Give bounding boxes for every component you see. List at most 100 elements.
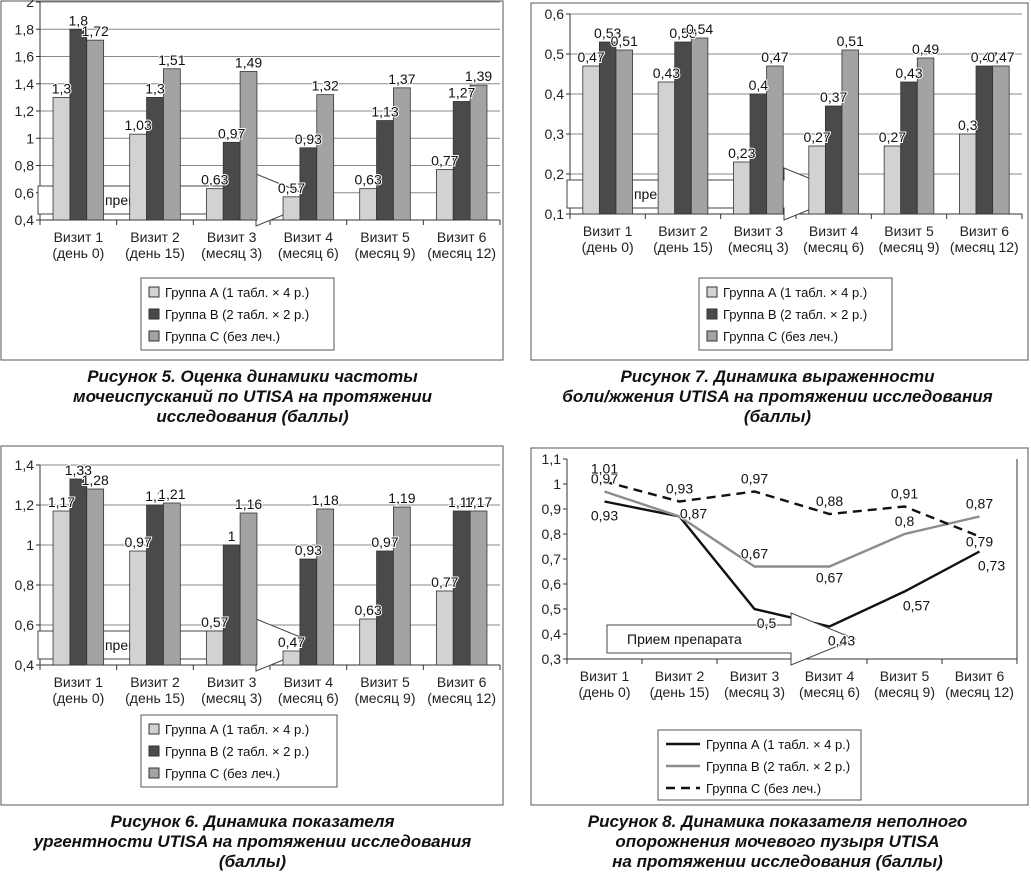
data-label: 0,47 [761, 49, 788, 65]
data-label: 0,77 [431, 574, 458, 590]
x-tick-label: Визит 6 [437, 229, 487, 245]
y-tick-label: 0,8 [15, 158, 35, 174]
data-label: 0,47 [987, 49, 1014, 65]
x-tick-sublabel: (день 15) [653, 239, 713, 255]
bar [975, 65, 994, 215]
legend-label: Группа В (2 табл. × 2 р.) [165, 307, 309, 322]
data-label: 1,13 [371, 104, 398, 120]
data-label: 1,49 [235, 54, 262, 70]
legend-swatch [706, 308, 718, 320]
x-tick-sublabel: (день 15) [650, 684, 710, 700]
data-label: 0,47 [971, 49, 998, 65]
bar [146, 96, 164, 221]
data-label: 0,93 [591, 508, 618, 524]
treatment-arrow: Прием препарата [606, 612, 857, 666]
bar [86, 488, 105, 666]
x-tick-label: Визит 1 [54, 229, 104, 245]
y-tick-label: 0,9 [542, 501, 562, 517]
x-tick-sublabel: (месяц 12) [950, 239, 1019, 255]
y-tick-label: 0,5 [545, 46, 565, 62]
caption-line: боли/жжения UTISA на протяжении исследов… [562, 387, 993, 406]
x-tick-sublabel: (месяц 9) [354, 690, 415, 706]
data-label: 1,17 [48, 494, 75, 510]
data-label: 1 [228, 528, 236, 544]
data-label: 0,57 [903, 598, 930, 614]
data-label: 1,3 [52, 80, 72, 96]
y-tick-label: 0,7 [542, 551, 562, 567]
legend-label: Группа А (1 табл. × 4 р.) [706, 737, 850, 752]
data-label: 0,57 [278, 180, 305, 196]
x-tick-label: Визит 6 [955, 668, 1005, 684]
figure-8-caption: Рисунок 8. Динамика показателя неполного… [525, 812, 1030, 872]
y-tick-label: 1,4 [15, 76, 35, 92]
y-tick-label: 0,3 [545, 126, 565, 142]
y-tick-label: 0,4 [542, 626, 562, 642]
x-tick-label: Визит 6 [960, 223, 1010, 239]
bar [163, 502, 181, 666]
x-tick-label: Визит 2 [658, 223, 708, 239]
bar [222, 544, 241, 666]
x-tick-label: Визит 1 [583, 223, 633, 239]
bar [841, 49, 859, 215]
y-tick-label: 1 [26, 537, 34, 553]
figure-7-caption: Рисунок 7. Динамика выраженности боли/жж… [525, 367, 1030, 427]
legend-label: Группа С (без леч.) [165, 766, 280, 781]
legend-label: Группа А (1 табл. × 4 р.) [723, 285, 867, 300]
data-label: 0,97 [591, 471, 618, 487]
bar [690, 37, 709, 215]
caption-line: на протяжении исследования (баллы) [612, 852, 943, 871]
y-tick-label: 0,3 [542, 651, 562, 667]
bar [376, 120, 394, 221]
x-tick-sublabel: (день 0) [52, 245, 104, 261]
legend-swatch [148, 723, 160, 735]
bar [615, 49, 633, 215]
x-tick-label: Визит 3 [207, 674, 257, 690]
bar [239, 512, 258, 666]
y-tick-label: 1 [26, 130, 34, 146]
data-label: 1,8 [69, 12, 89, 28]
bar [69, 28, 88, 221]
data-label: 0,63 [355, 602, 382, 618]
data-label: 0,93 [295, 542, 322, 558]
data-label: 1,33 [65, 462, 92, 478]
y-tick-label: 0,2 [545, 166, 565, 182]
data-label: 1,32 [312, 78, 339, 94]
data-label: 0,27 [803, 129, 830, 145]
bar [435, 169, 454, 221]
series-line [604, 480, 980, 538]
data-label: 0,97 [741, 471, 768, 487]
bar [359, 188, 377, 221]
y-tick-label: 0,8 [15, 577, 35, 593]
x-tick-sublabel: (день 15) [125, 690, 185, 706]
data-label: 0,77 [431, 153, 458, 169]
legend-label: Группа С (без леч.) [706, 781, 821, 796]
data-label: 1,3 [145, 80, 165, 96]
y-tick-label: 2 [26, 0, 34, 10]
bar [129, 133, 147, 221]
data-label: 0,43 [828, 633, 855, 649]
legend-swatch [148, 286, 160, 298]
data-label: 0,67 [816, 570, 843, 586]
data-label: 0,97 [218, 125, 245, 141]
bar [883, 145, 902, 215]
legend-box [140, 714, 338, 788]
data-label: 1,2 [145, 488, 165, 504]
legend-swatch [148, 745, 160, 757]
legend-swatch [706, 286, 718, 298]
data-label: 1,01 [591, 461, 618, 477]
bar [239, 71, 258, 221]
x-tick-label: Визит 2 [655, 668, 705, 684]
bar [163, 68, 181, 221]
x-tick-label: Визит 3 [730, 668, 780, 684]
x-tick-sublabel: (месяц 6) [278, 690, 339, 706]
x-tick-label: Визит 4 [284, 229, 334, 245]
y-tick-label: 1,4 [15, 457, 35, 473]
data-label: 0,97 [371, 534, 398, 550]
data-label: 0,47 [278, 634, 305, 650]
caption-line: Рисунок 8. Динамика показателя неполного [587, 812, 968, 831]
legend-swatch [148, 330, 160, 342]
caption-line: ургентности UTISA на протяжении исследов… [33, 832, 472, 851]
x-tick-sublabel: (день 0) [579, 684, 631, 700]
bar [205, 188, 224, 221]
caption-line: (баллы) [218, 852, 287, 871]
